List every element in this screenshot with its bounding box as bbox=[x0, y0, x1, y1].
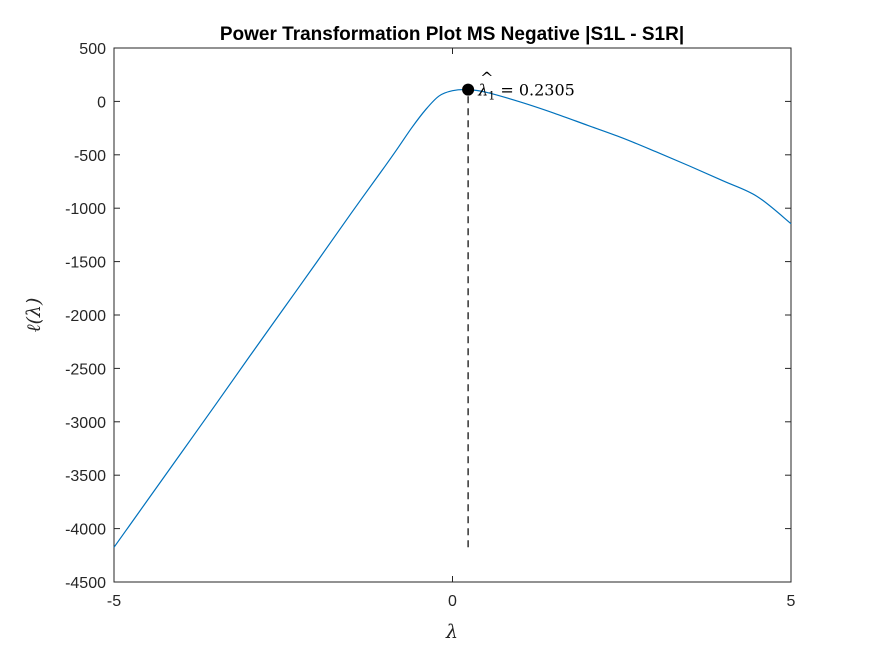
y-tick-label: -500 bbox=[74, 148, 106, 165]
annotation-value: = 0.2305 bbox=[495, 81, 575, 100]
y-tick-label: -4000 bbox=[65, 522, 106, 539]
optimum-marker bbox=[462, 83, 475, 96]
y-tick-label: -1000 bbox=[65, 201, 106, 218]
plot-area bbox=[113, 47, 792, 583]
x-tick-label: 5 bbox=[787, 593, 796, 610]
series-line-0 bbox=[113, 88, 792, 548]
x-tick-label: 0 bbox=[448, 593, 457, 610]
y-tick-label: -2500 bbox=[65, 361, 106, 378]
y-tick-label: -3000 bbox=[65, 415, 106, 432]
y-axis-label: ℓ(λ) bbox=[23, 298, 45, 333]
y-tick-label: -1500 bbox=[65, 255, 106, 272]
chart-title: Power Transformation Plot MS Negative |S… bbox=[220, 24, 684, 45]
series-layer bbox=[113, 88, 792, 548]
marker-layer: λ1 = 0.2305^ bbox=[462, 69, 575, 548]
y-tick-label: 500 bbox=[79, 41, 106, 58]
y-tick-label: 0 bbox=[97, 94, 106, 111]
optimum-annotation: λ1 = 0.2305 bbox=[477, 81, 575, 103]
annotation-subscript: 1 bbox=[488, 90, 495, 103]
y-tick-label: -3500 bbox=[65, 468, 106, 485]
y-axis: 500 0 -500 -1000 -1500 -2000 -2500 -3000 -3500 -4… bbox=[65, 41, 791, 592]
y-tick-label: -2000 bbox=[65, 308, 106, 325]
y-tick-label: -4500 bbox=[65, 575, 106, 592]
x-axis-label: λ bbox=[445, 621, 458, 643]
x-tick-label: -5 bbox=[107, 593, 121, 610]
x-axis: -5 0 5 bbox=[107, 48, 796, 610]
annotation-symbol: λ bbox=[477, 81, 488, 100]
annotation-hat: ^ bbox=[480, 69, 493, 88]
